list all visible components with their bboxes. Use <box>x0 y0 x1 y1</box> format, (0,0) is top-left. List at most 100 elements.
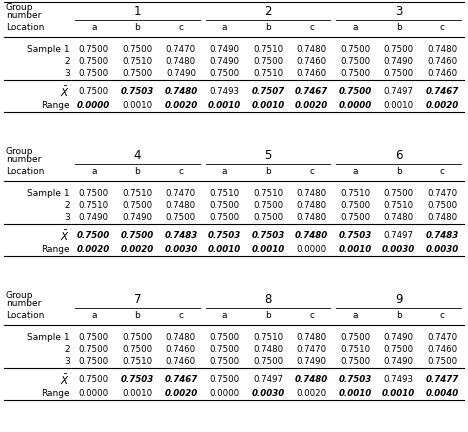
Text: a: a <box>352 311 358 321</box>
Text: 0.0010: 0.0010 <box>384 101 414 109</box>
Text: 0.7490: 0.7490 <box>210 57 240 66</box>
Text: 0.0010: 0.0010 <box>251 245 285 254</box>
Text: 0.7503: 0.7503 <box>338 375 372 384</box>
Text: 0.0010: 0.0010 <box>208 101 241 109</box>
Text: 0.7510: 0.7510 <box>340 344 370 353</box>
Text: 0.0020: 0.0020 <box>77 245 110 254</box>
Text: 2: 2 <box>264 5 272 18</box>
Text: Range: Range <box>41 101 70 109</box>
Text: 0.7467: 0.7467 <box>295 88 328 96</box>
Text: 0.7480: 0.7480 <box>384 213 414 222</box>
Text: 7: 7 <box>133 293 141 306</box>
Text: 0.7480: 0.7480 <box>427 44 457 54</box>
Text: 3: 3 <box>395 5 402 18</box>
Text: 0.0000: 0.0000 <box>209 388 240 397</box>
Text: 0.7470: 0.7470 <box>297 344 327 353</box>
Text: 0.7500: 0.7500 <box>209 213 240 222</box>
Text: c: c <box>309 23 314 32</box>
Text: 0.7500: 0.7500 <box>79 375 109 384</box>
Text: 0.7460: 0.7460 <box>427 344 457 353</box>
Text: 0.0020: 0.0020 <box>297 388 327 397</box>
Text: 0.7480: 0.7480 <box>427 213 457 222</box>
Text: 0.7480: 0.7480 <box>166 333 196 342</box>
Text: 0.7500: 0.7500 <box>209 200 240 210</box>
Text: a: a <box>91 311 96 321</box>
Text: 0.7510: 0.7510 <box>253 69 283 77</box>
Text: 3: 3 <box>64 69 70 77</box>
Text: a: a <box>352 23 358 32</box>
Text: 0.0010: 0.0010 <box>208 245 241 254</box>
Text: 0.7500: 0.7500 <box>79 69 109 77</box>
Text: c: c <box>440 311 445 321</box>
Text: 0.0030: 0.0030 <box>382 245 415 254</box>
Text: b: b <box>396 168 402 177</box>
Text: Location: Location <box>6 168 44 177</box>
Text: Range: Range <box>41 245 70 254</box>
Text: b: b <box>265 311 271 321</box>
Text: 0.7503: 0.7503 <box>338 232 372 241</box>
Text: $\bar{X}$: $\bar{X}$ <box>60 85 70 99</box>
Text: 0.7503: 0.7503 <box>121 88 154 96</box>
Text: c: c <box>178 23 183 32</box>
Text: 0.7500: 0.7500 <box>340 213 370 222</box>
Text: $\bar{X}$: $\bar{X}$ <box>60 229 70 243</box>
Text: 0.7497: 0.7497 <box>384 88 414 96</box>
Text: 0.0020: 0.0020 <box>164 101 197 109</box>
Text: 0.7490: 0.7490 <box>210 44 240 54</box>
Text: 0.0000: 0.0000 <box>77 101 110 109</box>
Text: 0.7480: 0.7480 <box>297 333 327 342</box>
Text: 0.7503: 0.7503 <box>208 232 241 241</box>
Text: 0.7480: 0.7480 <box>166 57 196 66</box>
Text: 9: 9 <box>395 293 402 306</box>
Text: 0.7490: 0.7490 <box>122 213 152 222</box>
Text: 2: 2 <box>65 57 70 66</box>
Text: b: b <box>265 168 271 177</box>
Text: 0.7480: 0.7480 <box>164 88 197 96</box>
Text: 0.7500: 0.7500 <box>79 57 109 66</box>
Text: 0.7507: 0.7507 <box>251 88 285 96</box>
Text: 0.7493: 0.7493 <box>384 375 414 384</box>
Text: c: c <box>178 168 183 177</box>
Text: 0.7500: 0.7500 <box>384 344 414 353</box>
Text: b: b <box>265 23 271 32</box>
Text: 3: 3 <box>64 213 70 222</box>
Text: Group: Group <box>6 146 34 156</box>
Text: b: b <box>396 23 402 32</box>
Text: 0.7510: 0.7510 <box>122 356 153 365</box>
Text: 0.7490: 0.7490 <box>384 333 414 342</box>
Text: 0.0020: 0.0020 <box>295 101 328 109</box>
Text: 0.7500: 0.7500 <box>122 200 153 210</box>
Text: 0.7497: 0.7497 <box>384 232 414 241</box>
Text: 0.7500: 0.7500 <box>340 57 370 66</box>
Text: 0.7510: 0.7510 <box>122 57 153 66</box>
Text: 0.7500: 0.7500 <box>340 356 370 365</box>
Text: Sample 1: Sample 1 <box>27 333 70 342</box>
Text: 0.0030: 0.0030 <box>251 388 285 397</box>
Text: 0.0020: 0.0020 <box>425 101 459 109</box>
Text: 0.7500: 0.7500 <box>384 44 414 54</box>
Text: 0.7460: 0.7460 <box>166 356 196 365</box>
Text: 0.7500: 0.7500 <box>79 188 109 197</box>
Text: 0.0010: 0.0010 <box>338 388 372 397</box>
Text: 0.7470: 0.7470 <box>166 44 196 54</box>
Text: 0.7460: 0.7460 <box>297 57 327 66</box>
Text: 0.7490: 0.7490 <box>297 356 327 365</box>
Text: 0.7480: 0.7480 <box>295 375 328 384</box>
Text: number: number <box>6 299 41 308</box>
Text: 0.7460: 0.7460 <box>427 57 457 66</box>
Text: 0.7500: 0.7500 <box>122 333 153 342</box>
Text: Sample 1: Sample 1 <box>27 188 70 197</box>
Text: 0.0010: 0.0010 <box>251 101 285 109</box>
Text: $\bar{X}$: $\bar{X}$ <box>60 373 70 387</box>
Text: b: b <box>134 23 140 32</box>
Text: c: c <box>178 311 183 321</box>
Text: a: a <box>91 23 96 32</box>
Text: 0.0010: 0.0010 <box>338 245 372 254</box>
Text: 0.7500: 0.7500 <box>79 44 109 54</box>
Text: 0.7510: 0.7510 <box>122 188 153 197</box>
Text: 0.7500: 0.7500 <box>209 344 240 353</box>
Text: 0.7500: 0.7500 <box>209 69 240 77</box>
Text: 0.7510: 0.7510 <box>209 188 240 197</box>
Text: 0.0000: 0.0000 <box>79 388 109 397</box>
Text: 0.0020: 0.0020 <box>164 388 197 397</box>
